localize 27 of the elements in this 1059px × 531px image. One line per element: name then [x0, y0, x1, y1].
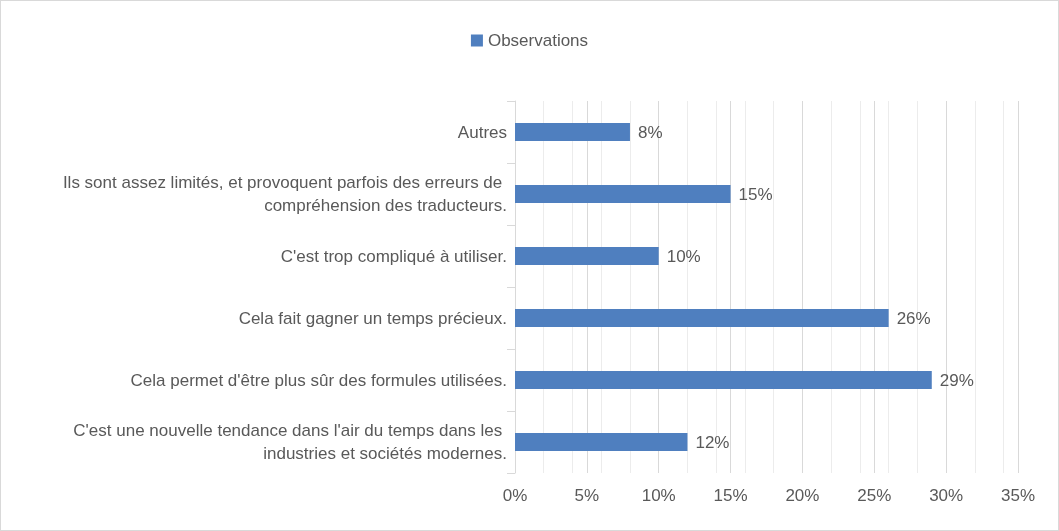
bar [515, 433, 688, 451]
data-label: 12% [695, 432, 730, 452]
y-tick-label: C'est une nouvelle tendance dans l'air du temps dans les industries et sociétés modernes. [73, 421, 507, 463]
y-tick-label: C'est trop compliqué à utiliser. [280, 246, 507, 266]
x-tick-label: 20% [785, 486, 820, 505]
y-tick-label: Ils sont assez limités, et provoquent parfois des erreurs de compréhension des traducteurs. [62, 173, 507, 215]
data-label: 10% [666, 246, 701, 266]
x-tick-label: 10% [641, 486, 676, 505]
data-label: 8% [637, 122, 663, 142]
y-tick-label: Cela permet d'être plus sûr des formules utilisées. [130, 370, 507, 390]
bar [515, 247, 659, 265]
data-label: 26% [896, 308, 931, 328]
x-tick-label: 25% [857, 486, 892, 505]
x-tick-label: 35% [1000, 486, 1036, 505]
legend-label: Observations [487, 31, 589, 50]
y-tick-label: Cela fait gagner un temps précieux. [238, 308, 507, 328]
bar [515, 309, 889, 327]
data-label: 29% [939, 370, 974, 390]
data-label: 15% [738, 184, 773, 204]
y-tick-label: Autres [457, 122, 507, 142]
x-tick-label: 30% [929, 486, 964, 505]
bar [515, 371, 932, 389]
x-tick-label: 5% [574, 486, 600, 505]
x-tick-label: 15% [713, 486, 748, 505]
x-tick-label: 0% [502, 486, 528, 505]
bar [515, 123, 630, 141]
bar [515, 185, 731, 203]
